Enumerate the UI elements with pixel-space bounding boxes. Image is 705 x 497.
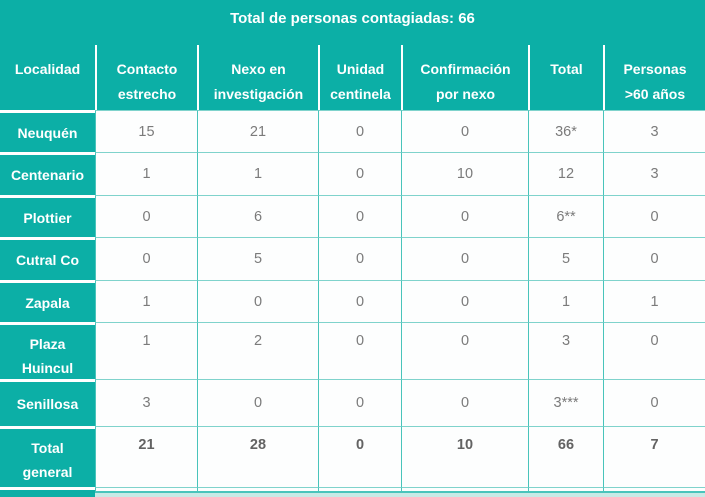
value-cell: 0 — [401, 110, 528, 152]
data-table: Localidad Contacto estrecho Nexo en invest… — [0, 45, 705, 497]
value-cell: 0 — [318, 195, 401, 237]
value-cell: 5 — [197, 237, 318, 280]
value-cell: 3 — [603, 110, 705, 152]
value-cell: 3*** — [528, 379, 603, 426]
value-cell: 0 — [318, 379, 401, 426]
value-cell: 0 — [401, 379, 528, 426]
column-header-2: Nexo en investigación — [197, 45, 318, 110]
value-cell: 0 — [318, 110, 401, 152]
value-cell: 0 — [95, 237, 197, 280]
value-cell: 0 — [318, 322, 401, 379]
value-cell: 36* — [528, 110, 603, 152]
value-cell: 0 — [401, 237, 528, 280]
column-header-4: Confirmación por nexo — [401, 45, 528, 110]
value-cell: 1 — [197, 152, 318, 195]
row-label: Centenario — [0, 152, 95, 195]
total-row-label: Total general — [0, 426, 95, 487]
total-value-cell: 0 — [318, 426, 401, 487]
value-cell: 1 — [95, 322, 197, 379]
table-title: Total de personas contagiadas: 66 — [0, 0, 705, 45]
row-label: Plottier — [0, 195, 95, 237]
cutoff-bottom-band — [95, 491, 705, 497]
value-cell: 2 — [197, 322, 318, 379]
row-label: Neuquén — [0, 110, 95, 152]
value-cell: 0 — [318, 152, 401, 195]
value-cell: 1 — [95, 280, 197, 322]
value-cell: 0 — [318, 237, 401, 280]
value-cell: 1 — [95, 152, 197, 195]
value-cell: 0 — [318, 280, 401, 322]
value-cell: 0 — [603, 322, 705, 379]
value-cell: 0 — [603, 195, 705, 237]
total-value-cell: 21 — [95, 426, 197, 487]
value-cell: 0 — [401, 280, 528, 322]
value-cell: 6 — [197, 195, 318, 237]
value-cell: 0 — [401, 322, 528, 379]
total-value-cell: 10 — [401, 426, 528, 487]
column-header-5: Total — [528, 45, 603, 110]
value-cell: 1 — [603, 280, 705, 322]
value-cell: 12 — [528, 152, 603, 195]
total-value-cell: 66 — [528, 426, 603, 487]
column-header-1: Contacto estrecho — [95, 45, 197, 110]
cutoff-row-label — [0, 487, 95, 497]
column-header-6: Personas >60 años — [603, 45, 705, 110]
value-cell: 0 — [197, 280, 318, 322]
row-label: Senillosa — [0, 379, 95, 426]
column-header-0: Localidad — [0, 45, 95, 110]
row-label: Zapala — [0, 280, 95, 322]
row-label: Plaza Huincul — [0, 322, 95, 379]
value-cell: 0 — [603, 379, 705, 426]
value-cell: 15 — [95, 110, 197, 152]
value-cell: 3 — [603, 152, 705, 195]
total-value-cell: 28 — [197, 426, 318, 487]
value-cell: 3 — [95, 379, 197, 426]
value-cell: 21 — [197, 110, 318, 152]
value-cell: 1 — [528, 280, 603, 322]
row-label: Cutral Co — [0, 237, 95, 280]
column-header-3: Unidad centinela — [318, 45, 401, 110]
total-value-cell: 7 — [603, 426, 705, 487]
value-cell: 10 — [401, 152, 528, 195]
value-cell: 0 — [603, 237, 705, 280]
value-cell: 5 — [528, 237, 603, 280]
value-cell: 6** — [528, 195, 603, 237]
value-cell: 0 — [95, 195, 197, 237]
value-cell: 0 — [197, 379, 318, 426]
value-cell: 0 — [401, 195, 528, 237]
value-cell: 3 — [528, 322, 603, 379]
